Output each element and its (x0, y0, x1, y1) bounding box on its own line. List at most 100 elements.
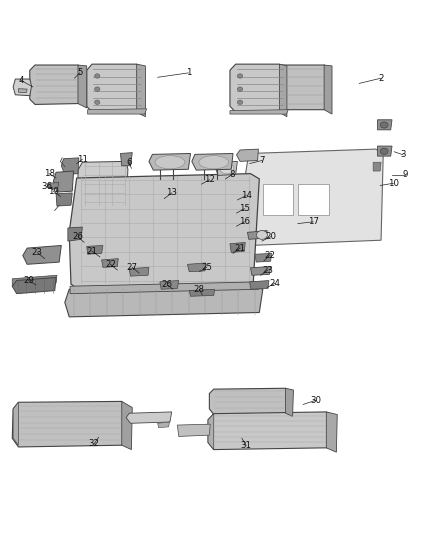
Ellipse shape (237, 100, 243, 104)
Text: 7: 7 (259, 156, 265, 165)
Polygon shape (78, 65, 87, 108)
Text: 12: 12 (204, 175, 215, 184)
Text: 15: 15 (239, 204, 250, 213)
Text: 28: 28 (194, 285, 205, 294)
Ellipse shape (237, 74, 243, 78)
Polygon shape (247, 231, 267, 239)
Polygon shape (126, 412, 172, 423)
Text: 22: 22 (105, 260, 116, 269)
Text: 22: 22 (264, 251, 275, 260)
Polygon shape (378, 146, 392, 156)
Text: 19: 19 (48, 187, 59, 196)
Polygon shape (208, 412, 333, 449)
Text: 6: 6 (127, 158, 132, 167)
Text: 21: 21 (86, 247, 98, 256)
Polygon shape (48, 182, 59, 189)
Polygon shape (18, 88, 27, 93)
Polygon shape (78, 161, 128, 209)
Ellipse shape (95, 100, 100, 104)
Polygon shape (324, 65, 332, 114)
Polygon shape (23, 246, 61, 264)
Text: 24: 24 (269, 279, 281, 288)
Polygon shape (192, 154, 233, 170)
Text: 5: 5 (77, 68, 82, 77)
Polygon shape (286, 388, 293, 416)
Text: 13: 13 (166, 189, 177, 197)
Text: 36: 36 (42, 182, 53, 191)
Polygon shape (65, 286, 263, 317)
Polygon shape (189, 289, 215, 296)
Polygon shape (263, 184, 293, 215)
Polygon shape (69, 174, 259, 289)
Polygon shape (137, 64, 145, 117)
Polygon shape (30, 65, 83, 104)
Polygon shape (187, 263, 206, 272)
Polygon shape (87, 246, 103, 254)
Text: 27: 27 (127, 263, 138, 272)
Text: 26: 26 (162, 280, 173, 289)
Polygon shape (208, 414, 214, 449)
Polygon shape (279, 64, 287, 117)
Text: 11: 11 (77, 155, 88, 164)
Ellipse shape (237, 87, 243, 91)
Polygon shape (12, 401, 127, 447)
Ellipse shape (155, 156, 185, 169)
Text: 29: 29 (23, 276, 34, 285)
Text: 32: 32 (88, 439, 100, 448)
Ellipse shape (95, 74, 100, 78)
Text: 14: 14 (240, 191, 252, 200)
Text: 2: 2 (378, 74, 384, 83)
Polygon shape (251, 266, 271, 275)
Polygon shape (102, 259, 118, 268)
Text: 8: 8 (230, 170, 235, 179)
Polygon shape (53, 171, 74, 192)
Polygon shape (12, 275, 57, 286)
Polygon shape (122, 401, 132, 449)
Polygon shape (237, 149, 258, 161)
Polygon shape (61, 158, 79, 174)
Text: 31: 31 (240, 441, 252, 450)
Polygon shape (88, 109, 147, 114)
Text: 23: 23 (262, 265, 274, 274)
Text: 17: 17 (307, 217, 319, 227)
Polygon shape (275, 65, 329, 110)
Polygon shape (160, 280, 179, 289)
Text: 21: 21 (234, 244, 246, 253)
Polygon shape (70, 282, 261, 294)
Polygon shape (68, 227, 82, 241)
Polygon shape (209, 388, 289, 415)
Ellipse shape (380, 148, 388, 155)
Text: 16: 16 (239, 217, 250, 227)
Polygon shape (373, 162, 381, 171)
Ellipse shape (220, 163, 234, 174)
Text: 30: 30 (311, 395, 322, 405)
Text: 1: 1 (186, 68, 191, 77)
Text: 26: 26 (72, 232, 84, 241)
Ellipse shape (199, 156, 229, 169)
Polygon shape (13, 402, 18, 445)
Polygon shape (230, 243, 245, 253)
Polygon shape (298, 184, 328, 215)
Text: 18: 18 (43, 169, 55, 178)
Text: 9: 9 (403, 170, 408, 179)
Polygon shape (250, 280, 269, 289)
Polygon shape (87, 64, 142, 112)
Text: 3: 3 (400, 150, 406, 159)
Text: 20: 20 (265, 232, 276, 241)
Ellipse shape (95, 87, 100, 91)
Polygon shape (158, 422, 170, 427)
Ellipse shape (380, 122, 388, 128)
Polygon shape (129, 268, 149, 276)
Ellipse shape (256, 231, 267, 239)
Polygon shape (255, 253, 272, 262)
Polygon shape (215, 161, 237, 175)
Polygon shape (13, 79, 32, 96)
Text: 23: 23 (32, 248, 43, 257)
Polygon shape (378, 120, 392, 130)
Polygon shape (177, 424, 210, 437)
Polygon shape (12, 278, 56, 294)
Polygon shape (242, 149, 383, 246)
Polygon shape (120, 152, 132, 166)
Polygon shape (230, 64, 285, 112)
Text: 4: 4 (18, 76, 24, 85)
